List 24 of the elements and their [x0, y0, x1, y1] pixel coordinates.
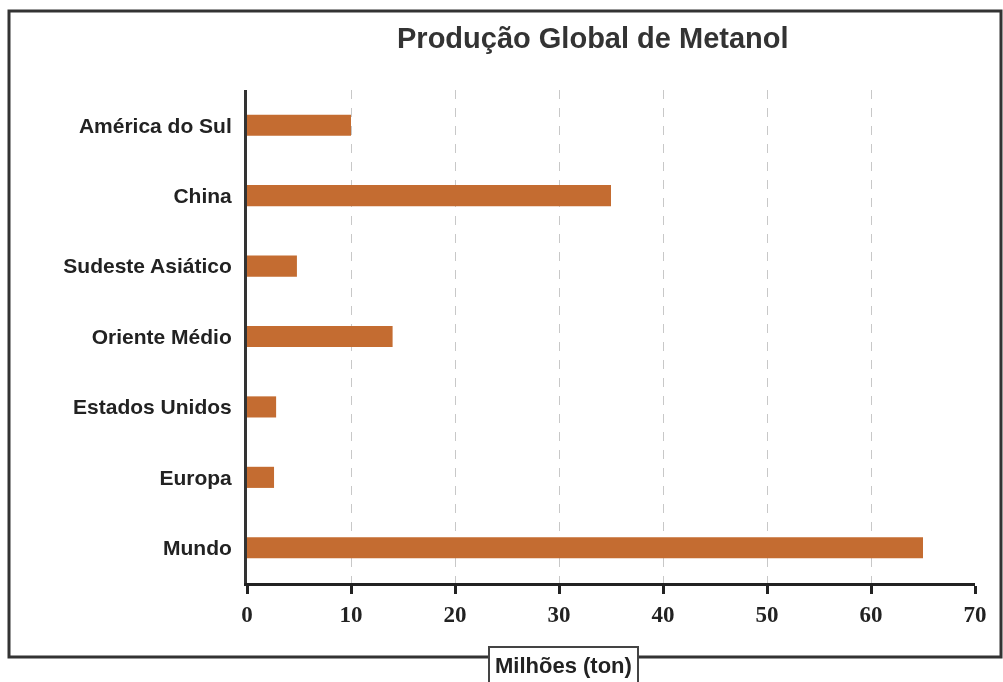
- x-tick-label: 0: [241, 601, 253, 627]
- bar: [247, 537, 923, 559]
- bar: [247, 466, 275, 488]
- y-tick-label: Oriente Médio: [91, 324, 232, 348]
- bar: [247, 396, 277, 418]
- x-tick-label: 50: [755, 601, 779, 627]
- bar: [247, 325, 393, 348]
- y-tick-label: América do Sul: [78, 113, 232, 137]
- bar: [247, 114, 351, 136]
- bar: [247, 255, 297, 277]
- chart-title: Produção Global de Metanol: [397, 22, 789, 54]
- bar: [247, 185, 611, 207]
- x-tick-label: 10: [339, 601, 363, 627]
- x-tick-label: 60: [859, 601, 883, 627]
- y-tick-label: China: [173, 183, 233, 207]
- y-tick-label: Mundo: [162, 536, 232, 560]
- x-tick-label: 40: [651, 601, 675, 627]
- x-axis-title: Milhões (ton): [495, 653, 632, 678]
- y-tick-label: Sudeste Asiático: [63, 254, 232, 278]
- y-tick-label: Estados Unidos: [73, 395, 232, 419]
- x-tick-label: 30: [547, 601, 571, 627]
- y-tick-label: Europa: [159, 465, 233, 489]
- x-tick-label: 20: [443, 601, 467, 627]
- x-tick-label: 70: [963, 601, 987, 627]
